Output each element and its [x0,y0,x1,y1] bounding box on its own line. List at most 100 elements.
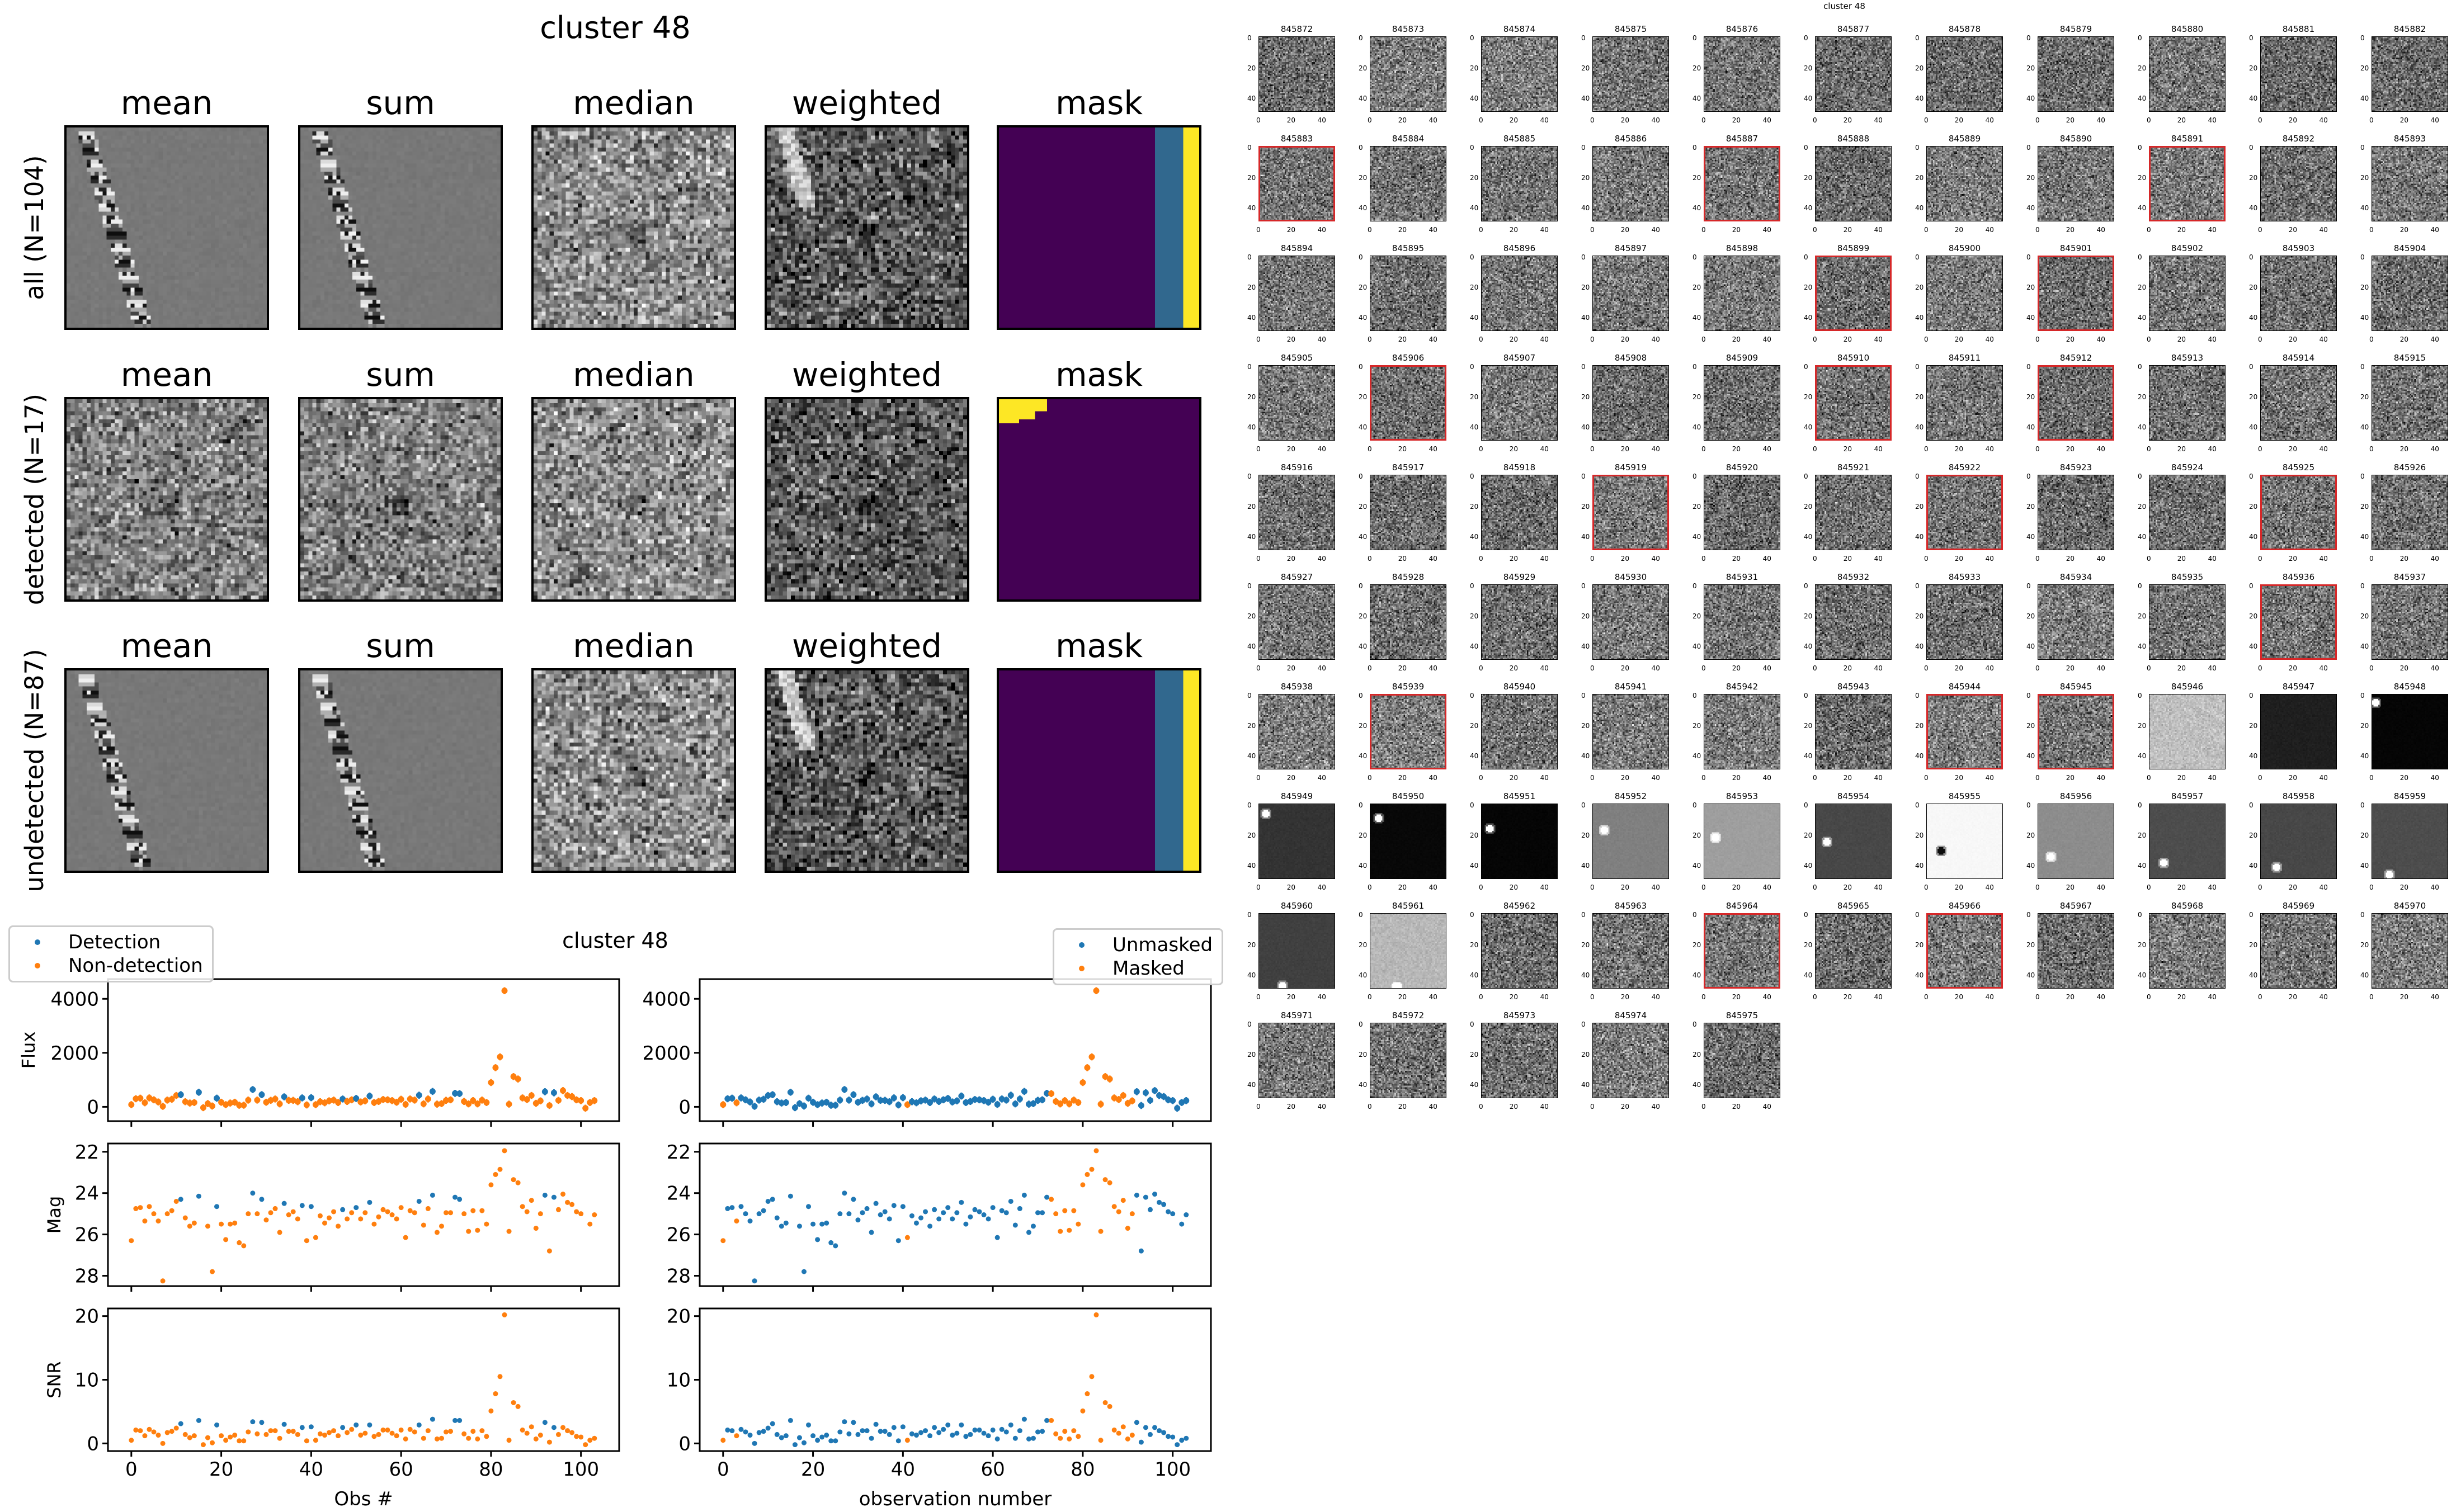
thumbnail-845911[interactable]: 845911 0 0 20 20 40 40 [1915,353,2003,453]
thumbnail-845919[interactable]: 845919 0 0 20 20 40 40 [1581,462,1669,563]
thumbnail-845925[interactable]: 845925 0 0 20 20 40 40 [2249,462,2337,563]
thumbnail-845914[interactable]: 845914 0 0 20 20 40 40 [2249,353,2337,453]
thumbnail-845899[interactable]: 845899 0 0 20 20 40 40 [1804,243,1892,343]
thumbnail-845946[interactable]: 845946 0 0 20 20 40 40 [2138,682,2226,782]
thumbnail-845908[interactable]: 845908 0 0 20 20 40 40 [1581,353,1669,453]
thumbnail-845930[interactable]: 845930 0 0 20 20 40 40 [1581,572,1669,672]
thumbnail-845941[interactable]: 845941 0 0 20 20 40 40 [1581,682,1669,782]
thumbnail-845892[interactable]: 845892 0 0 20 20 40 40 [2249,134,2337,234]
thumbnail-845895[interactable]: 845895 0 0 20 20 40 40 [1359,243,1446,343]
thumbnail-845975[interactable]: 845975 0 0 20 20 40 40 [1692,1010,1780,1111]
thumbnail-845931[interactable]: 845931 0 0 20 20 40 40 [1692,572,1780,672]
thumbnail-845961[interactable]: 845961 0 0 20 20 40 40 [1359,901,1446,1001]
thumbnail-845922[interactable]: 845922 0 0 20 20 40 40 [1915,462,2003,563]
thumbnail-845936[interactable]: 845936 0 0 20 20 40 40 [2249,572,2337,672]
thumbnail-845888[interactable]: 845888 0 0 20 20 40 40 [1804,134,1892,234]
thumbnail-845872[interactable]: 845872 0 0 20 20 40 40 [1247,24,1335,124]
thumbnail-845926[interactable]: 845926 0 0 20 20 40 40 [2360,462,2448,563]
thumbnail-845944[interactable]: 845944 0 0 20 20 40 40 [1915,682,2003,782]
thumbnail-845873[interactable]: 845873 0 0 20 20 40 40 [1359,24,1446,124]
thumbnail-845875[interactable]: 845875 0 0 20 20 40 40 [1581,24,1669,124]
thumbnail-845918[interactable]: 845918 0 0 20 20 40 40 [1470,462,1558,563]
thumbnail-845893[interactable]: 845893 0 0 20 20 40 40 [2360,134,2448,234]
thumbnail-845953[interactable]: 845953 0 0 20 20 40 40 [1692,791,1780,891]
thumbnail-845943[interactable]: 845943 0 0 20 20 40 40 [1804,682,1892,782]
thumbnail-845967[interactable]: 845967 0 0 20 20 40 40 [2026,901,2114,1001]
thumbnail-845923[interactable]: 845923 0 0 20 20 40 40 [2026,462,2114,563]
thumbnail-845883[interactable]: 845883 0 0 20 20 40 40 [1247,134,1335,234]
thumbnail-845959[interactable]: 845959 0 0 20 20 40 40 [2360,791,2448,891]
thumbnail-845939[interactable]: 845939 0 0 20 20 40 40 [1359,682,1446,782]
thumbnail-845966[interactable]: 845966 0 0 20 20 40 40 [1915,901,2003,1001]
thumbnail-845874[interactable]: 845874 0 0 20 20 40 40 [1470,24,1558,124]
thumbnail-845896[interactable]: 845896 0 0 20 20 40 40 [1470,243,1558,343]
thumbnail-845903[interactable]: 845903 0 0 20 20 40 40 [2249,243,2337,343]
thumbnail-845960[interactable]: 845960 0 0 20 20 40 40 [1247,901,1335,1001]
thumbnail-845950[interactable]: 845950 0 0 20 20 40 40 [1359,791,1446,891]
thumbnail-845889[interactable]: 845889 0 0 20 20 40 40 [1915,134,2003,234]
thumbnail-845909[interactable]: 845909 0 0 20 20 40 40 [1692,353,1780,453]
thumbnail-845969[interactable]: 845969 0 0 20 20 40 40 [2249,901,2337,1001]
thumbnail-845948[interactable]: 845948 0 0 20 20 40 40 [2360,682,2448,782]
thumbnail-845884[interactable]: 845884 0 0 20 20 40 40 [1359,134,1446,234]
thumbnail-845951[interactable]: 845951 0 0 20 20 40 40 [1470,791,1558,891]
thumbnail-845957[interactable]: 845957 0 0 20 20 40 40 [2138,791,2226,891]
thumbnail-845974[interactable]: 845974 0 0 20 20 40 40 [1581,1010,1669,1111]
thumbnail-845938[interactable]: 845938 0 0 20 20 40 40 [1247,682,1335,782]
thumbnail-845902[interactable]: 845902 0 0 20 20 40 40 [2138,243,2226,343]
thumbnail-845912[interactable]: 845912 0 0 20 20 40 40 [2026,353,2114,453]
thumbnail-845901[interactable]: 845901 0 0 20 20 40 40 [2026,243,2114,343]
thumbnail-845927[interactable]: 845927 0 0 20 20 40 40 [1247,572,1335,672]
thumbnail-845880[interactable]: 845880 0 0 20 20 40 40 [2138,24,2226,124]
thumbnail-845963[interactable]: 845963 0 0 20 20 40 40 [1581,901,1669,1001]
thumbnail-845905[interactable]: 845905 0 0 20 20 40 40 [1247,353,1335,453]
thumbnail-845958[interactable]: 845958 0 0 20 20 40 40 [2249,791,2337,891]
thumbnail-845924[interactable]: 845924 0 0 20 20 40 40 [2138,462,2226,563]
thumbnail-845917[interactable]: 845917 0 0 20 20 40 40 [1359,462,1446,563]
thumbnail-845947[interactable]: 845947 0 0 20 20 40 40 [2249,682,2337,782]
thumbnail-845877[interactable]: 845877 0 0 20 20 40 40 [1804,24,1892,124]
thumbnail-845949[interactable]: 845949 0 0 20 20 40 40 [1247,791,1335,891]
thumbnail-845945[interactable]: 845945 0 0 20 20 40 40 [2026,682,2114,782]
thumbnail-845929[interactable]: 845929 0 0 20 20 40 40 [1470,572,1558,672]
thumbnail-845881[interactable]: 845881 0 0 20 20 40 40 [2249,24,2337,124]
thumbnail-845973[interactable]: 845973 0 0 20 20 40 40 [1470,1010,1558,1111]
thumbnail-845972[interactable]: 845972 0 0 20 20 40 40 [1359,1010,1446,1111]
thumbnail-845920[interactable]: 845920 0 0 20 20 40 40 [1692,462,1780,563]
thumbnail-845952[interactable]: 845952 0 0 20 20 40 40 [1581,791,1669,891]
thumbnail-845915[interactable]: 845915 0 0 20 20 40 40 [2360,353,2448,453]
thumbnail-845904[interactable]: 845904 0 0 20 20 40 40 [2360,243,2448,343]
thumbnail-845970[interactable]: 845970 0 0 20 20 40 40 [2360,901,2448,1001]
thumbnail-845937[interactable]: 845937 0 0 20 20 40 40 [2360,572,2448,672]
thumbnail-845942[interactable]: 845942 0 0 20 20 40 40 [1692,682,1780,782]
thumbnail-845907[interactable]: 845907 0 0 20 20 40 40 [1470,353,1558,453]
thumbnail-845897[interactable]: 845897 0 0 20 20 40 40 [1581,243,1669,343]
thumbnail-845954[interactable]: 845954 0 0 20 20 40 40 [1804,791,1892,891]
thumbnail-845933[interactable]: 845933 0 0 20 20 40 40 [1915,572,2003,672]
thumbnail-845955[interactable]: 845955 0 0 20 20 40 40 [1915,791,2003,891]
thumbnail-845882[interactable]: 845882 0 0 20 20 40 40 [2360,24,2448,124]
thumbnail-845878[interactable]: 845878 0 0 20 20 40 40 [1915,24,2003,124]
thumbnail-845971[interactable]: 845971 0 0 20 20 40 40 [1247,1010,1335,1111]
thumbnail-845921[interactable]: 845921 0 0 20 20 40 40 [1804,462,1892,563]
thumbnail-845913[interactable]: 845913 0 0 20 20 40 40 [2138,353,2226,453]
thumbnail-845910[interactable]: 845910 0 0 20 20 40 40 [1804,353,1892,453]
thumbnail-845890[interactable]: 845890 0 0 20 20 40 40 [2026,134,2114,234]
thumbnail-845885[interactable]: 845885 0 0 20 20 40 40 [1470,134,1558,234]
thumbnail-845898[interactable]: 845898 0 0 20 20 40 40 [1692,243,1780,343]
thumbnail-845886[interactable]: 845886 0 0 20 20 40 40 [1581,134,1669,234]
thumbnail-845962[interactable]: 845962 0 0 20 20 40 40 [1470,901,1558,1001]
thumbnail-845940[interactable]: 845940 0 0 20 20 40 40 [1470,682,1558,782]
thumbnail-845894[interactable]: 845894 0 0 20 20 40 40 [1247,243,1335,343]
thumbnail-845900[interactable]: 845900 0 0 20 20 40 40 [1915,243,2003,343]
thumbnail-845876[interactable]: 845876 0 0 20 20 40 40 [1692,24,1780,124]
thumbnail-845968[interactable]: 845968 0 0 20 20 40 40 [2138,901,2226,1001]
thumbnail-845916[interactable]: 845916 0 0 20 20 40 40 [1247,462,1335,563]
thumbnail-845887[interactable]: 845887 0 0 20 20 40 40 [1692,134,1780,234]
thumbnail-845932[interactable]: 845932 0 0 20 20 40 40 [1804,572,1892,672]
thumbnail-845928[interactable]: 845928 0 0 20 20 40 40 [1359,572,1446,672]
thumbnail-845956[interactable]: 845956 0 0 20 20 40 40 [2026,791,2114,891]
thumbnail-845965[interactable]: 845965 0 0 20 20 40 40 [1804,901,1892,1001]
thumbnail-845934[interactable]: 845934 0 0 20 20 40 40 [2026,572,2114,672]
thumbnail-845935[interactable]: 845935 0 0 20 20 40 40 [2138,572,2226,672]
